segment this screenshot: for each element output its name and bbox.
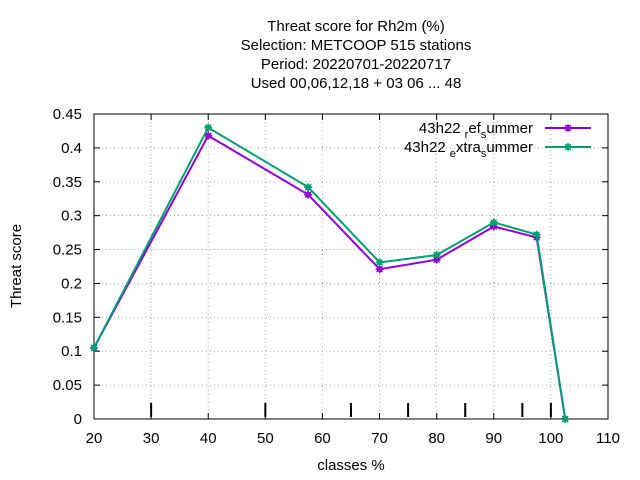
data-point xyxy=(375,265,384,274)
x-tick-label: 110 xyxy=(596,430,620,447)
y-tick-label: 0.2 xyxy=(61,275,82,292)
x-tick-label: 90 xyxy=(485,430,502,447)
class-marks xyxy=(150,403,552,417)
data-point xyxy=(304,183,313,192)
data-point xyxy=(90,343,98,352)
x-tick-label: 30 xyxy=(143,430,160,447)
data-point xyxy=(432,250,441,259)
series-line-1 xyxy=(93,134,567,420)
legend-label: 43h22 refsummer xyxy=(419,120,533,141)
y-tick-label: 0.35 xyxy=(53,174,82,191)
y-tick-label: 0.1 xyxy=(61,343,82,360)
plot-frame xyxy=(93,113,609,420)
y-tick-label: 0.05 xyxy=(53,377,82,394)
x-tick-label: 40 xyxy=(200,430,217,447)
title-line: Used 00,06,12,18 + 03 06 ... 48 xyxy=(251,75,462,92)
title-line: Threat score for Rh2m (%) xyxy=(267,18,445,35)
title-line: Period: 20220701-20220717 xyxy=(261,56,451,73)
y-tick-label: 0.4 xyxy=(61,140,82,157)
data-point xyxy=(532,230,541,239)
y-tick-label: 0.3 xyxy=(61,208,82,225)
x-tick-label: 80 xyxy=(428,430,445,447)
data-point xyxy=(564,143,572,151)
x-axis: 20 30 40 50 60 70 80 90 100 110 xyxy=(86,114,620,447)
chart-title: Threat score for Rh2m (%) Selection: METC… xyxy=(241,18,472,92)
y-tick-label: 0.45 xyxy=(53,106,82,123)
x-tick-label: 100 xyxy=(538,430,563,447)
y-axis: 0 0.05 0.1 0.15 0.2 0.25 0.3 0.35 0.4 0.45 xyxy=(53,106,608,428)
data-point xyxy=(432,255,441,264)
data-point xyxy=(489,218,498,227)
grid xyxy=(94,114,608,419)
legend-label: 43h22 extrasummer xyxy=(404,139,533,160)
x-axis-label: classes % xyxy=(317,457,385,474)
y-tick-label: 0 xyxy=(74,411,82,428)
title-line: Selection: METCOOP 515 stations xyxy=(241,37,472,54)
data-point xyxy=(564,124,572,132)
x-tick-label: 50 xyxy=(257,430,274,447)
data-point xyxy=(204,123,213,132)
data-point xyxy=(561,415,570,423)
y-axis-label: Threat score xyxy=(8,224,25,308)
y-tick-label: 0.25 xyxy=(53,242,82,259)
data-point xyxy=(204,131,213,140)
series-line-2 xyxy=(93,126,567,420)
x-tick-label: 60 xyxy=(314,430,331,447)
data-point xyxy=(375,258,384,267)
x-tick-label: 70 xyxy=(371,430,388,447)
y-tick-label: 0.15 xyxy=(53,309,82,326)
data-point xyxy=(304,190,313,199)
series xyxy=(90,123,570,423)
x-tick-label: 20 xyxy=(86,430,103,447)
